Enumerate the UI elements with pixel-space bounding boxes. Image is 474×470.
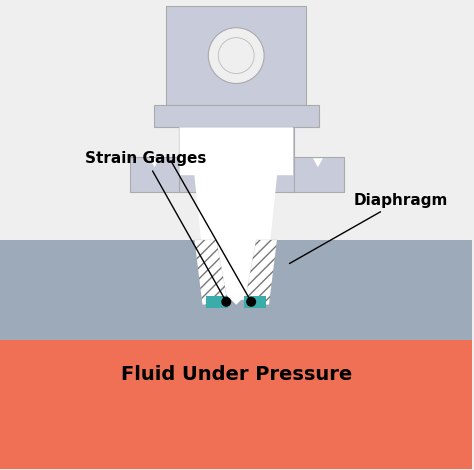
Polygon shape bbox=[149, 158, 159, 167]
Polygon shape bbox=[194, 160, 278, 305]
Polygon shape bbox=[313, 158, 323, 167]
Polygon shape bbox=[244, 240, 277, 305]
Circle shape bbox=[221, 297, 231, 307]
Text: Strain Gauges: Strain Gauges bbox=[85, 151, 225, 299]
Polygon shape bbox=[179, 127, 293, 300]
Circle shape bbox=[208, 28, 264, 84]
Circle shape bbox=[246, 297, 256, 307]
Bar bbox=[179, 127, 294, 192]
Text: Diaphragm: Diaphragm bbox=[290, 193, 448, 264]
Bar bbox=[206, 296, 228, 308]
Bar bbox=[0, 310, 473, 469]
Text: Fluid Under Pressure: Fluid Under Pressure bbox=[120, 365, 352, 384]
Bar bbox=[294, 157, 344, 192]
Bar bbox=[0, 240, 473, 340]
Bar bbox=[244, 296, 266, 308]
Bar bbox=[155, 105, 319, 127]
Bar bbox=[129, 157, 179, 192]
Bar bbox=[166, 6, 306, 105]
Polygon shape bbox=[194, 240, 228, 305]
